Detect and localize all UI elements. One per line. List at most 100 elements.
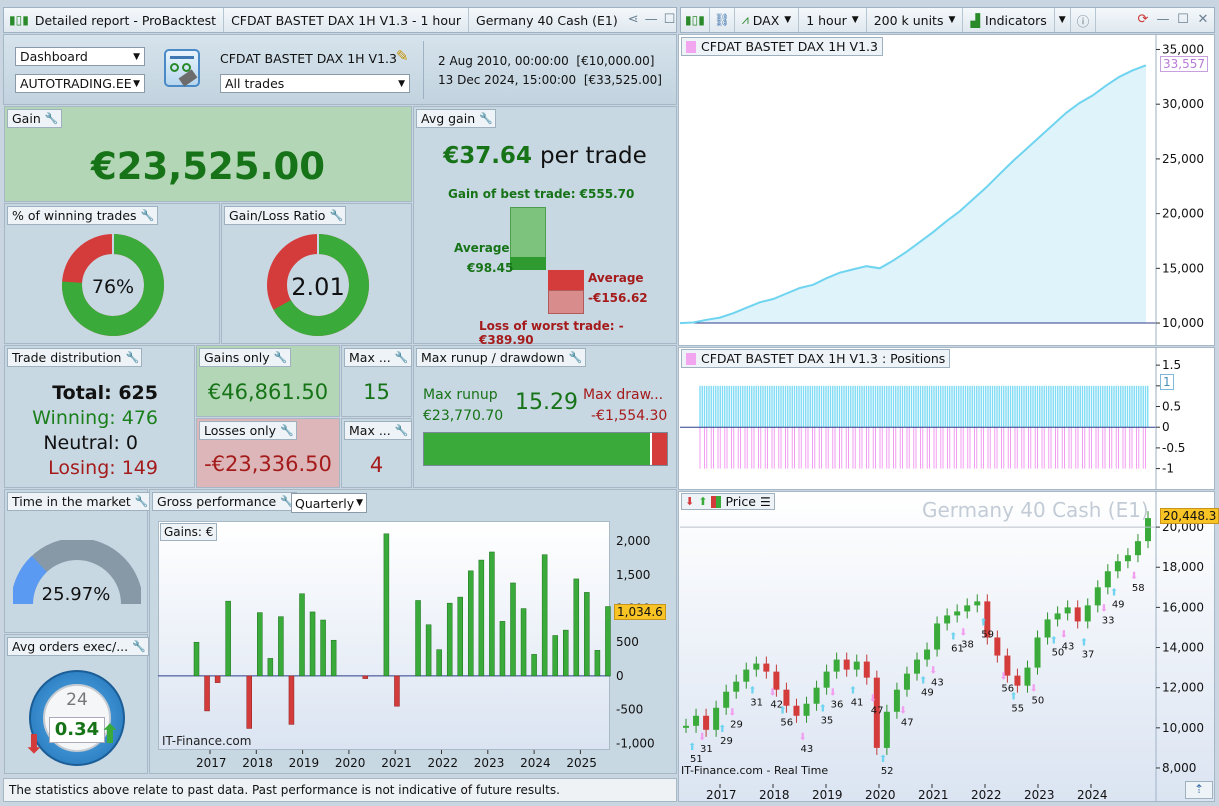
gains-only-tag[interactable]: Gains only 🔧 [199,348,291,367]
wrench-icon[interactable]: 🔧 [44,111,59,125]
timeframe-select[interactable]: 1 hour ▼ [799,8,867,32]
wrench-icon[interactable]: 🔧 [568,350,583,364]
scroll-end-button[interactable]: ⇡ [1185,781,1213,799]
losses-only-tag[interactable]: Losses only 🔧 [199,421,298,440]
instrument-tab[interactable]: Germany 40 Cash (E1) [469,8,625,32]
share-icon[interactable]: ⋖ [627,12,639,27]
candle [994,637,1001,656]
avg-orders-tag-label: Avg orders exec/... [12,639,129,654]
candle [1054,613,1061,620]
max-consec-win-value: 15 [363,380,390,404]
legend-swatch-icon [686,40,696,53]
indicators-dropdown[interactable]: ▼ [1055,8,1071,32]
y-tick-label: 10,000 [1162,721,1204,735]
equity-tag[interactable]: CFDAT BASTET DAX 1H V1.3 [681,37,883,56]
legend-swatch-icon [686,352,696,365]
avg-gain-panel: Avg gain 🔧 €37.64 per trade Gain of best … [413,106,677,347]
wrench-icon[interactable]: 🔧 [132,639,146,653]
x-tick-label: 2017 [196,756,227,770]
gain-loss-ratio-tag[interactable]: Gain/Loss Ratio 🔧 [224,206,347,225]
wrench-icon[interactable]: 🔧 [140,208,155,222]
account-select[interactable]: AUTOTRADING.EE ▼ [15,74,145,93]
time-in-market-tag[interactable]: Time in the market 🔧 [7,492,152,511]
view-select[interactable]: Dashboard ▼ [15,47,145,66]
wrench-icon[interactable]: 🔧 [479,111,493,125]
runup-tag[interactable]: Max runup / drawdown 🔧 [416,348,586,367]
wrench-icon[interactable]: 🔧 [394,350,409,364]
close-icon[interactable]: ✕ [1197,12,1209,27]
y-tick-label: 8,000 [1162,761,1196,775]
wrench-icon[interactable]: 🔧 [394,423,409,437]
wrench-icon[interactable]: 🔧 [125,350,140,364]
candle [1084,605,1091,622]
best-trade: Gain of best trade: €555.70 [448,187,635,201]
wrench-icon[interactable]: 🔧 [273,350,288,364]
maximize-icon[interactable]: ☐ [663,12,676,27]
trade-arrow-icon: ⬇ [768,688,776,699]
max-consec-loss-tag[interactable]: Max ... 🔧 [344,421,412,440]
wrench-icon[interactable]: 🔧 [280,423,294,437]
gross-performance-panel: Gross performance 🔧 Quarterly ▼ 2,000 1,500… [149,489,677,774]
winning-pct-tag[interactable]: % of winning trades 🔧 [7,206,158,225]
system-tab[interactable]: CFDAT BASTET DAX 1H V1.3 - 1 hour [224,8,470,32]
trade-arrow-icon: ⬇ [999,672,1007,683]
trade-arrow-icon: ⬆ [1110,587,1118,598]
avg-gain-tag[interactable]: Avg gain 🔧 [416,109,497,128]
trade-label: 58 [1132,583,1145,594]
footer-text: The statistics above relate to past data… [9,783,560,797]
candle [693,715,700,726]
trade-label: 51 [690,754,703,765]
bar [436,649,442,677]
account-select-value: AUTOTRADING.EE [20,76,132,91]
chart-type-button[interactable]: ▮▯▮ [681,8,710,32]
y-tick-label: -500 [616,703,643,717]
price-tag[interactable]: ⬇ ⬆ Price ☰ [681,493,775,510]
trade-arrow-icon: ⬇ [899,706,907,717]
y-tick-label: 20,000 [1162,207,1204,221]
x-tick-label: 2022 [971,788,1002,802]
candle [944,615,951,624]
minimize-icon[interactable]: — [1156,12,1170,27]
trade-arrow-icon: ⬇ [829,688,837,699]
list-icon[interactable]: ☰ [759,494,771,509]
info-button[interactable]: ⓘ [1071,8,1097,32]
edit-icon[interactable]: ✎ [396,47,409,65]
bar [278,616,284,677]
bar [552,635,558,677]
gain-tag[interactable]: Gain 🔧 [7,109,62,128]
gains-only-tag-label: Gains only [204,350,270,365]
winning-pct-panel: % of winning trades 🔧 76% [4,203,220,344]
avg-loss-value: -€156.62 [588,291,648,305]
period-select[interactable]: Quarterly ▼ [291,493,367,513]
bar [394,675,400,707]
minimize-icon[interactable]: — [644,12,658,27]
report-settings-icon[interactable] [164,49,200,87]
y-tick-label: 18,000 [1162,560,1204,574]
trade-arrow-icon: ⬆ [778,706,786,717]
trade-distribution-tag[interactable]: Trade distribution 🔧 [7,348,143,367]
link-button[interactable]: ⛓ [710,8,735,32]
report-tab[interactable]: ▮▯▮ Detailed report - ProBacktest [4,8,225,32]
wrench-icon[interactable]: 🔧 [134,494,149,508]
maximize-icon[interactable]: ☐ [1177,12,1189,27]
runup-ratio: 15.29 [515,390,578,415]
winning-pct-donut [62,233,164,336]
units-select[interactable]: 200 k units ▼ [867,8,964,32]
positions-tag[interactable]: CFDAT BASTET DAX 1H V1.3 : Positions [681,349,951,368]
wrench-icon[interactable]: 🔧 [329,208,344,222]
refresh-icon[interactable]: ⟳ [1137,12,1149,27]
runup-label: Max runup [423,387,498,403]
max-consec-win-tag[interactable]: Max ... 🔧 [344,348,412,367]
avg-win-bar-fill [510,257,546,270]
runup-bar-fill [424,433,653,465]
period-divider [423,41,424,99]
candle [783,689,790,706]
gain-loss-ratio-tag-label: Gain/Loss Ratio [229,208,326,223]
instrument-select[interactable]: ⩘ DAX ▼ [735,8,800,32]
avg-orders-tag[interactable]: Avg orders exec/... 🔧 [7,637,150,656]
wrench-icon[interactable]: 🔧 [280,494,294,508]
indicators-button[interactable]: ▟ Indicators [963,8,1055,32]
x-tick-label: 2024 [1077,788,1108,802]
trades-select[interactable]: All trades ▼ [220,74,410,93]
runup-value: €23,770.70 [423,408,504,424]
